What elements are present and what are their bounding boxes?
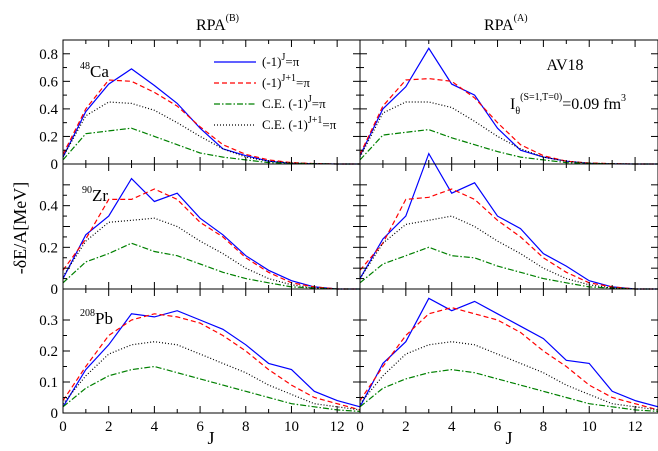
potential-label: AV18 [546,57,583,74]
x-axis-label-right: J [505,428,512,448]
x-tick-label: 10 [284,419,299,435]
series-line-r2-c1-s3 [359,341,658,411]
y-tick-label: 0 [51,406,59,422]
panel-frame [359,288,658,414]
x-tick-label: 12 [330,419,345,435]
legend-entry-3: C.E. (-1)J=π [262,94,326,111]
x-tick-label: 0 [59,419,67,435]
y-tick-label: 0.3 [39,313,58,329]
x-tick-label: 10 [582,419,597,435]
x-axis-label-left: J [207,428,214,448]
x-tick-label: 12 [628,419,643,435]
panels-group: 00.20.40.60.800.20.400.10.20.30 2 4 6 8 10 12 0… [39,39,658,435]
nucleus-label-zr: 90Zr [82,185,108,205]
x-tick-label: 0 [356,419,364,435]
legend-entry-1: (-1)J=π [262,52,300,69]
series-line-r1-c0-s0 [62,177,360,290]
series-line-r1-c0-s3 [62,217,360,290]
series-line-r2-c0-s0 [62,310,361,408]
x-tick-label: 6 [196,419,204,435]
x-tick-label: 2 [402,419,410,435]
y-tick-label: 0.8 [39,47,58,63]
y-tick-label: 0.4 [39,199,58,215]
panel-r2-c0: 0 0.1 0.2 0.3 0 2 4 6 8 10 12 [39,288,361,435]
legend-entry-2: (-1)J+1=π [262,73,310,90]
y-axis-label: -δE/A[MeV] [10,182,30,274]
column-title-rpa-b: RPA(B) [196,13,239,34]
x-tick-label: 6 [494,419,502,435]
x-tick-label: 2 [105,419,113,435]
y-tick-label: 0.6 [39,74,58,90]
nucleus-label-ca: 48Ca [80,61,109,81]
x-tick-label: 4 [448,419,456,435]
series-line-r2-c0-s2 [62,365,361,412]
x-tick-label: 8 [540,419,548,435]
y-tick-label: 0 [51,157,59,173]
y-tick-label: 0.2 [39,240,58,256]
y-tick-label: 0.2 [39,129,58,145]
series-line-r2-c0-s1 [62,313,361,411]
series-line-r1-c1-s2 [359,246,658,290]
series-line-r1-c1-s3 [359,215,658,290]
y-tick-label: 0 [51,282,59,298]
panel-frame [359,163,658,290]
panel-r2-c1: 0 2 4 6 8 10 12 [356,288,658,435]
x-tick-label: 8 [242,419,250,435]
series-line-r1-c0-s1 [62,188,360,290]
legend-entry-4: C.E. (-1)J+1=π [262,115,337,132]
panel-frame [62,288,361,414]
panel-r1-c1 [359,152,658,290]
series-line-r2-c1-s2 [359,368,658,412]
series-line-r0-c0-s2 [62,127,360,165]
series-line-r2-c1-s1 [359,306,658,411]
y-tick-label: 0.4 [39,102,58,118]
x-tick-label: 4 [151,419,159,435]
series-line-r2-c1-s0 [359,297,658,408]
series-line-r1-c1-s1 [359,188,658,290]
series-line-r0-c1-s2 [359,128,658,165]
series-line-r0-c1-s1 [359,77,658,165]
series-line-r1-c0-s2 [62,242,360,290]
y-tick-label: 0.2 [39,344,58,360]
column-title-rpa-a: RPA(A) [484,13,528,34]
series-line-r1-c1-s0 [359,152,658,290]
legend: (-1)J=π (-1)J+1=π C.E. (-1)J=π C.E. (-1)… [214,52,337,132]
nucleus-label-pb: 208Pb [80,308,113,328]
integral-annotation: Iθ(S=1,T=0)=0.09 fm3 [510,92,626,117]
y-tick-label: 0.1 [39,375,58,391]
